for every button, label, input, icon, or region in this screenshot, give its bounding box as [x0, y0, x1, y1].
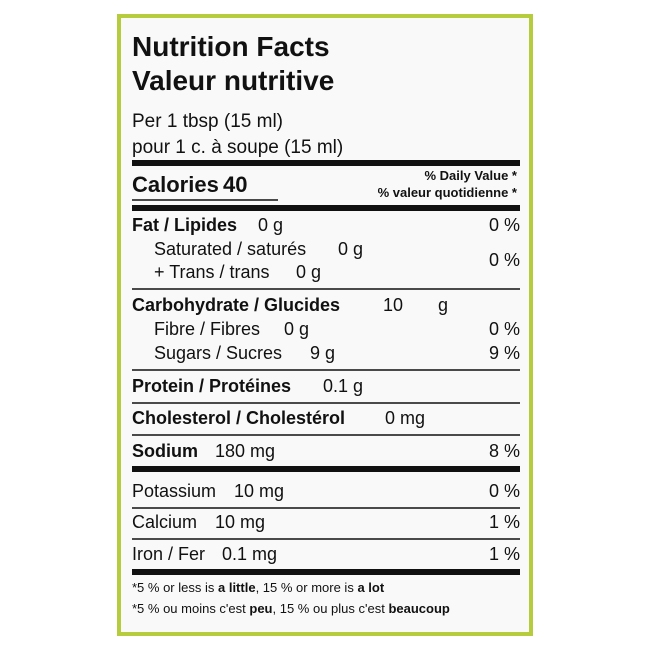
- nutrient-amount: 10 mg: [215, 512, 265, 532]
- nutrient-amount: 10 mg: [234, 481, 284, 501]
- dv-header-fr: % valeur quotidienne *: [378, 185, 518, 200]
- nutrient-amount: 180 mg: [215, 441, 275, 461]
- nutrient-dv: 0 %: [489, 481, 520, 501]
- footnote-text: *5 % or less is: [132, 580, 218, 595]
- serving-fr: pour 1 c. à soupe (15 ml): [132, 137, 343, 158]
- label-border: [117, 14, 533, 636]
- nutrient-name: Iron / Fer: [132, 544, 205, 564]
- nutrient-dv: 1 %: [489, 512, 520, 532]
- nutrient-amount: 10: [383, 295, 403, 315]
- nutrient-name: Protein / Protéines: [132, 376, 291, 396]
- nutrient-name: + Trans / trans: [154, 262, 270, 282]
- footnote-text: beaucoup: [388, 601, 449, 616]
- footnote-text: peu: [249, 601, 272, 616]
- calories-name: Calories: [132, 172, 219, 197]
- nutrient-amount: 0 mg: [385, 408, 425, 428]
- nutrient-amount: 9 g: [310, 343, 335, 363]
- nutrient-dv: 0 %: [489, 319, 520, 339]
- nutrient-name: Potassium: [132, 481, 216, 501]
- nutrient-name: Calcium: [132, 512, 197, 532]
- footnote-text: a little: [218, 580, 256, 595]
- nutrient-unit: g: [438, 295, 448, 315]
- serving: Per 1 tbsp (15 ml): [132, 111, 283, 132]
- footnote-text: *5 % ou moins c'est: [132, 601, 249, 616]
- nutrient-name: Sugars / Sucres: [154, 343, 282, 363]
- nutrient-amount: 0 g: [258, 215, 283, 235]
- nutrient-amount: 0 g: [284, 319, 309, 339]
- footnote-text: , 15 % ou plus c'est: [273, 601, 389, 616]
- nutrient-dv: 1 %: [489, 544, 520, 564]
- nutrient-amount: 0.1 mg: [222, 544, 277, 564]
- nutrient-name: Carbohydrate / Glucides: [132, 295, 340, 315]
- nutrient-amount: 0 g: [338, 239, 363, 259]
- footnote-text: , 15 % or more is: [256, 580, 358, 595]
- footnote-fr: *5 % ou moins c'est peu, 15 % ou plus c'…: [132, 601, 450, 616]
- nutrient-name: Fibre / Fibres: [154, 319, 260, 339]
- nutrient-dv: 0 %: [489, 250, 520, 270]
- dv-header: % Daily Value *: [425, 168, 518, 183]
- footnote: *5 % or less is a little, 15 % or more i…: [132, 580, 385, 595]
- nutrient-dv: 8 %: [489, 441, 520, 461]
- nutrient-name: Sodium: [132, 441, 198, 461]
- footnote-text: a lot: [357, 580, 384, 595]
- title-fr: Valeur nutritive: [132, 65, 334, 96]
- nutrient-dv: 0 %: [489, 215, 520, 235]
- nutrient-amount: 0 g: [296, 262, 321, 282]
- nutrient-amount: 0.1 g: [323, 376, 363, 396]
- calories-amount: 40: [223, 172, 247, 197]
- nutrient-name: Cholesterol / Cholestérol: [132, 408, 345, 428]
- nutrient-dv: 9 %: [489, 343, 520, 363]
- nutrient-name: Saturated / saturés: [154, 239, 306, 259]
- nutrient-name: Fat / Lipides: [132, 215, 237, 235]
- title: Nutrition Facts: [132, 31, 330, 62]
